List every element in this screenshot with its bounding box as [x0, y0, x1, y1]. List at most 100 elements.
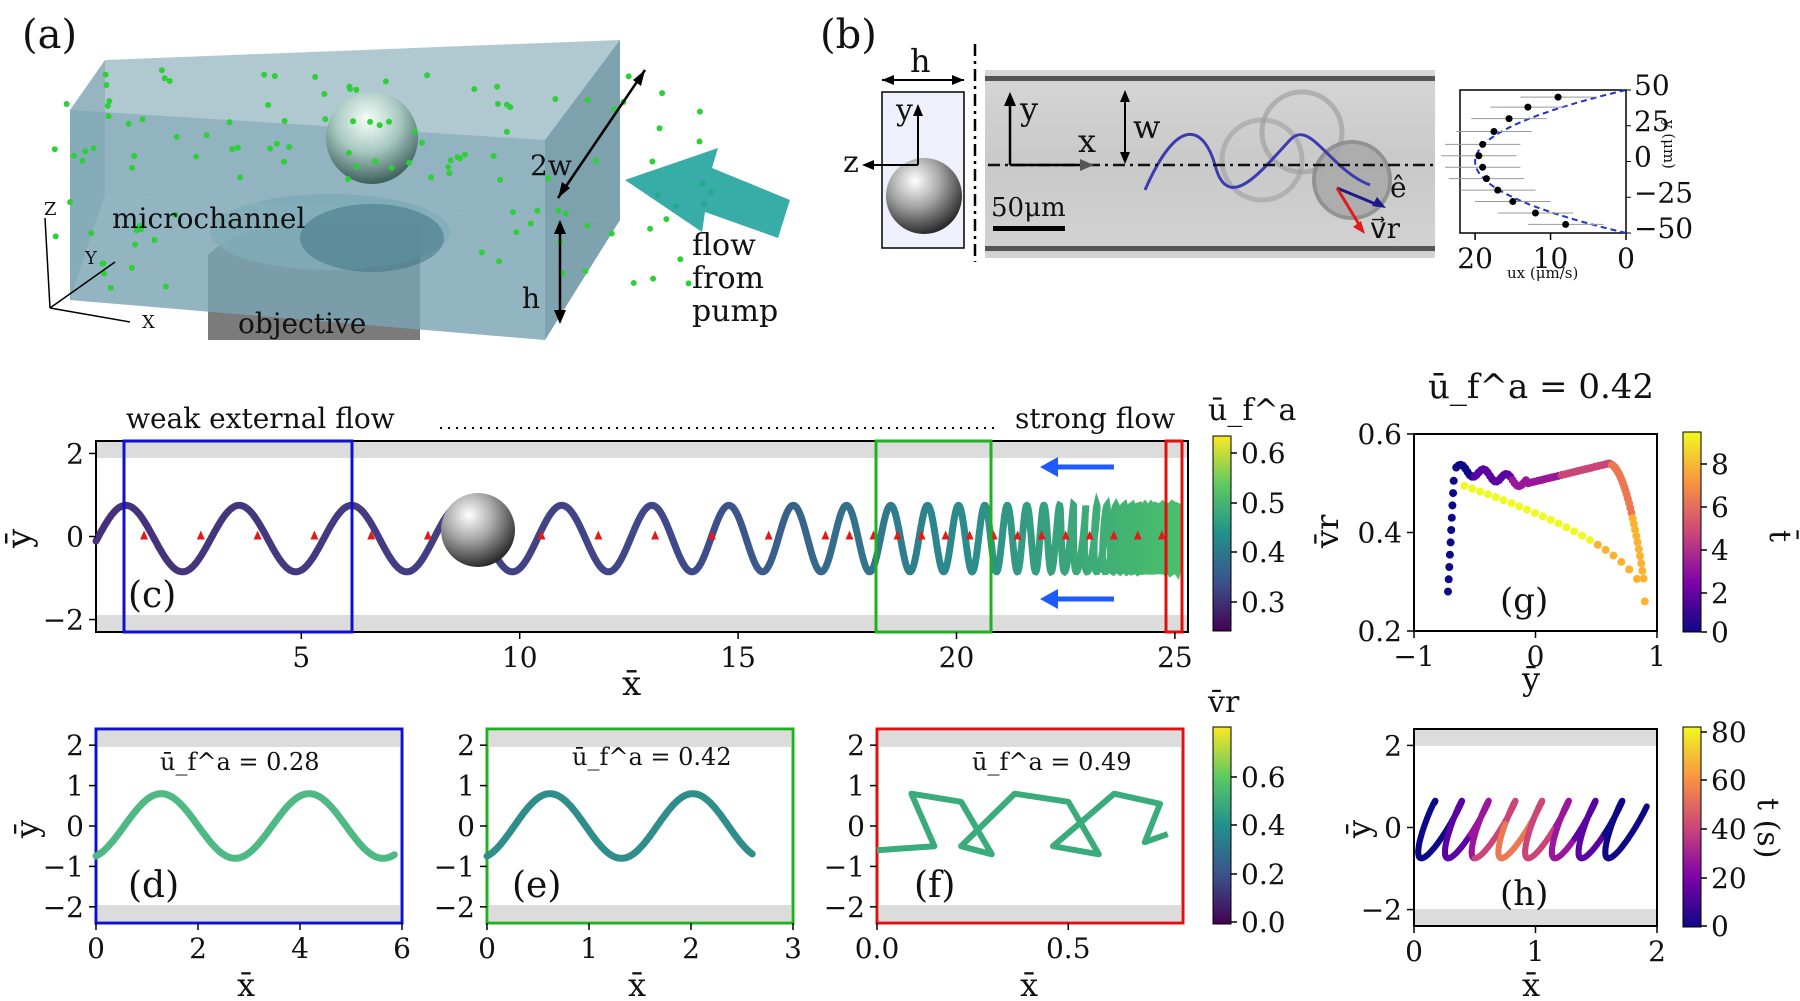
tracer-dot	[90, 145, 97, 152]
g-point	[1446, 538, 1455, 547]
c-arrow-marker	[310, 530, 319, 540]
c-arrow-marker	[965, 530, 974, 540]
label-Z: Z	[44, 199, 57, 220]
tracer-dot	[345, 176, 351, 183]
tracer-dot	[428, 174, 435, 181]
d-ytick-label: 2	[66, 729, 84, 762]
g-cbtick-label: 4	[1711, 534, 1729, 567]
e-vector	[1336, 186, 1379, 207]
tracer-dot	[281, 158, 287, 165]
f-colorbar	[1212, 726, 1232, 925]
g-scatter-points	[1444, 459, 1649, 606]
tracer-dot	[173, 133, 180, 140]
tracer-dot	[350, 118, 356, 125]
g-cbtick-label: 6	[1711, 491, 1729, 524]
tracer-dot	[67, 199, 74, 206]
g-point	[1634, 545, 1643, 554]
e-axes	[485, 727, 795, 925]
tracer-dot	[582, 268, 589, 275]
tracer-dot	[510, 209, 516, 216]
label-microchannel: microchannel	[112, 202, 305, 235]
e-ticks: 0 1 2 3 2 1 0 −1 −2	[434, 729, 802, 965]
tracer-dot	[103, 82, 110, 88]
tracer-dot	[79, 157, 86, 164]
profile-ytick-label: −50	[1634, 212, 1693, 245]
g-point	[1491, 493, 1500, 502]
e-trajectory	[483, 790, 756, 862]
f-trajectory	[876, 790, 1169, 858]
g-point	[1633, 574, 1641, 583]
f-wall-top	[879, 731, 1181, 747]
c-xtick-label: 15	[720, 641, 756, 674]
tracer-dot	[454, 154, 461, 160]
tracer-dot	[650, 275, 657, 282]
e-xlabel: x̄	[628, 966, 646, 1001]
tracer-dot	[663, 216, 670, 223]
tracer-dot	[271, 73, 278, 80]
tracer-dot	[102, 71, 109, 78]
g-cbtick-label: 0	[1711, 616, 1729, 649]
tracer-dot	[237, 174, 244, 181]
g-point	[1617, 557, 1626, 566]
c-arrow-marker	[707, 530, 716, 540]
e-wall-top	[489, 731, 791, 747]
tracer-dot	[563, 210, 569, 217]
c-arrow-marker	[1085, 530, 1094, 540]
profile-point	[1524, 103, 1532, 111]
h-ytick-label: −2	[1361, 894, 1402, 927]
micro-label-y: y	[1019, 90, 1038, 128]
tracer-dot	[447, 157, 454, 164]
g-point	[1546, 515, 1555, 524]
tracer-dot	[166, 78, 173, 84]
tracer-dot	[353, 163, 360, 170]
micro-wall-bottom	[985, 246, 1435, 251]
tracer-dot	[158, 67, 165, 74]
h-ticks: 0 1 220−2	[1361, 729, 1666, 968]
c-arrow-marker	[917, 530, 926, 540]
h-wall-bottom	[1415, 909, 1656, 925]
e-title: ū_f^a = 0.42	[572, 743, 732, 771]
profile-point	[1531, 209, 1539, 217]
h-cbtick-label: 60	[1711, 764, 1747, 797]
d-xtick-label: 0	[87, 932, 105, 965]
e-ytick-label: 1	[457, 770, 475, 803]
g-point	[1637, 559, 1646, 568]
tracer-dot	[347, 86, 353, 92]
d-xlabel: x̄	[237, 966, 255, 1001]
e-xtick-label: 1	[580, 932, 598, 965]
c-arrow-marker	[941, 530, 950, 540]
f-xtick-label: 0.5	[1046, 932, 1091, 965]
g-point	[1507, 499, 1516, 508]
tracer-dot	[446, 170, 453, 177]
c-ytick-label: 0	[66, 521, 84, 554]
profile-point	[1479, 163, 1487, 171]
tracer-dot	[503, 128, 510, 135]
f-colorbar-label: v̄r	[1207, 685, 1240, 720]
profile-ytick-label: 0	[1634, 141, 1652, 174]
v-vector	[1335, 187, 1362, 227]
tracer-dot	[99, 260, 106, 267]
tracer-dot	[584, 97, 591, 104]
label-flow: flow	[692, 228, 756, 263]
g-point	[1554, 519, 1563, 528]
profile-xtick-label: 0	[1617, 242, 1635, 275]
dim-2w-line	[556, 69, 647, 199]
tracer-dot	[193, 153, 200, 160]
c-arrow-marker	[821, 530, 830, 540]
d-trajectory	[92, 790, 398, 862]
e-ytick-label: −2	[434, 891, 475, 924]
c-arrow-marker	[1013, 530, 1022, 540]
c-arrow-marker	[594, 530, 603, 540]
panel-f: ū_f^a = 0.49 (f) 0.0 0.5 2 1 0 −1 −2 x̄ 0.6 0.4…	[824, 685, 1286, 1001]
c-ytick-label: −2	[43, 604, 84, 637]
c-particle	[441, 493, 515, 567]
label-2w: 2w	[530, 149, 572, 182]
tracer-dot	[412, 128, 418, 135]
d-ylabel: ȳ	[8, 820, 46, 839]
c-arrow-marker	[1109, 530, 1118, 540]
profile-points	[1441, 89, 1627, 234]
g-ytick-label: 0.4	[1357, 517, 1402, 550]
c-annot-weak: weak external flow	[126, 402, 395, 435]
g-point	[1570, 527, 1579, 536]
e-xtick-label: 2	[682, 932, 700, 965]
